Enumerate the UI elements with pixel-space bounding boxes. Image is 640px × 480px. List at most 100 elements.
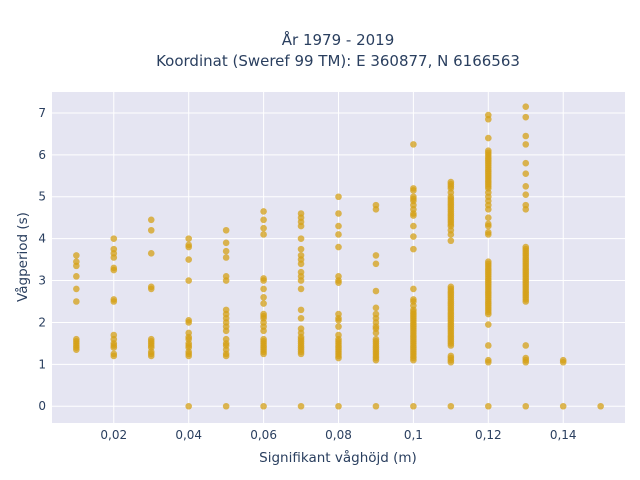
data-point: [297, 235, 305, 242]
data-point: [485, 321, 492, 328]
data-point: [110, 352, 118, 360]
chart-title-line-2: Koordinat (Sweref 99 TM): E 360877, N 61…: [156, 52, 520, 70]
data-point: [110, 254, 118, 261]
data-point: [297, 285, 305, 293]
y-tick-label: 1: [38, 357, 46, 371]
data-point: [447, 237, 455, 245]
y-tick-label: 2: [38, 315, 46, 329]
data-point: [410, 356, 417, 364]
data-point: [260, 300, 267, 307]
data-point: [447, 231, 455, 238]
data-point: [222, 247, 230, 255]
data-point: [522, 159, 530, 167]
data-point: [260, 350, 267, 358]
data-point: [447, 358, 455, 366]
data-point: [372, 287, 380, 295]
data-point: [410, 222, 417, 230]
data-point: [410, 233, 417, 240]
data-point: [559, 402, 567, 410]
data-point: [522, 191, 530, 198]
data-point: [485, 310, 492, 318]
data-point: [222, 239, 230, 247]
data-point: [522, 206, 530, 213]
data-point: [485, 231, 492, 238]
x-tick-label: 0,1: [404, 428, 423, 442]
data-point: [260, 285, 267, 293]
data-point: [297, 260, 305, 268]
data-point: [485, 342, 492, 349]
x-axis-title: Signifikant våghöjd (m): [259, 449, 417, 466]
data-point: [522, 141, 530, 148]
y-tick-label: 5: [38, 190, 46, 204]
data-point: [185, 235, 192, 242]
data-point: [222, 352, 230, 360]
data-point: [260, 224, 267, 232]
data-point: [260, 294, 267, 301]
data-point: [297, 350, 305, 358]
data-point: [73, 252, 80, 259]
data-point: [110, 235, 118, 242]
data-point: [185, 319, 192, 326]
x-tick-label: 0,02: [100, 428, 127, 442]
x-tick-label: 0,12: [475, 428, 502, 442]
data-point: [410, 402, 417, 410]
y-tick-label: 4: [38, 232, 46, 246]
data-point: [372, 329, 380, 337]
y-tick-label: 7: [38, 106, 46, 120]
data-point: [297, 222, 305, 230]
data-point: [73, 285, 80, 293]
data-point: [410, 285, 417, 293]
data-point: [297, 402, 305, 410]
data-point: [73, 262, 80, 270]
data-point: [485, 206, 492, 213]
data-point: [372, 206, 380, 213]
data-point: [522, 170, 530, 178]
data-point: [147, 216, 155, 224]
y-tick-label: 6: [38, 148, 46, 162]
data-point: [522, 298, 530, 305]
data-point: [485, 214, 492, 221]
data-point: [372, 356, 380, 364]
data-point: [185, 243, 192, 251]
data-point: [335, 231, 342, 238]
data-point: [522, 103, 530, 110]
data-point: [297, 306, 305, 314]
data-point: [260, 402, 267, 410]
data-point: [260, 327, 267, 335]
data-point: [185, 352, 192, 360]
data-point: [73, 346, 80, 353]
data-point: [297, 314, 305, 322]
data-point: [410, 187, 417, 194]
y-axis-title: Vågperiod (s): [14, 212, 31, 302]
data-point: [222, 277, 230, 284]
data-point: [447, 402, 455, 410]
data-point: [73, 273, 80, 280]
data-point: [335, 279, 342, 286]
data-point: [222, 254, 230, 261]
data-point: [447, 342, 455, 349]
data-points: [73, 103, 604, 410]
data-point: [410, 245, 417, 253]
y-tick-label: 0: [38, 399, 46, 413]
data-point: [522, 132, 530, 140]
data-point: [222, 402, 230, 410]
data-point: [410, 141, 417, 148]
data-point: [185, 402, 192, 410]
data-point: [110, 298, 118, 305]
data-point: [335, 323, 342, 330]
data-point: [222, 226, 230, 234]
x-tick-label: 0,14: [550, 428, 577, 442]
y-axis-ticks: 0 1 2 3 4 5 6 7: [38, 106, 46, 413]
x-tick-label: 0,04: [175, 428, 202, 442]
data-point: [335, 243, 342, 251]
x-axis-ticks: 0,02 0,04 0,06 0,08 0,1 0,12 0,14: [100, 428, 576, 442]
data-point: [185, 256, 192, 263]
data-point: [372, 252, 380, 259]
data-point: [410, 212, 417, 219]
data-point: [147, 250, 155, 257]
y-tick-label: 3: [38, 274, 46, 288]
data-point: [297, 245, 305, 253]
data-point: [485, 402, 492, 410]
